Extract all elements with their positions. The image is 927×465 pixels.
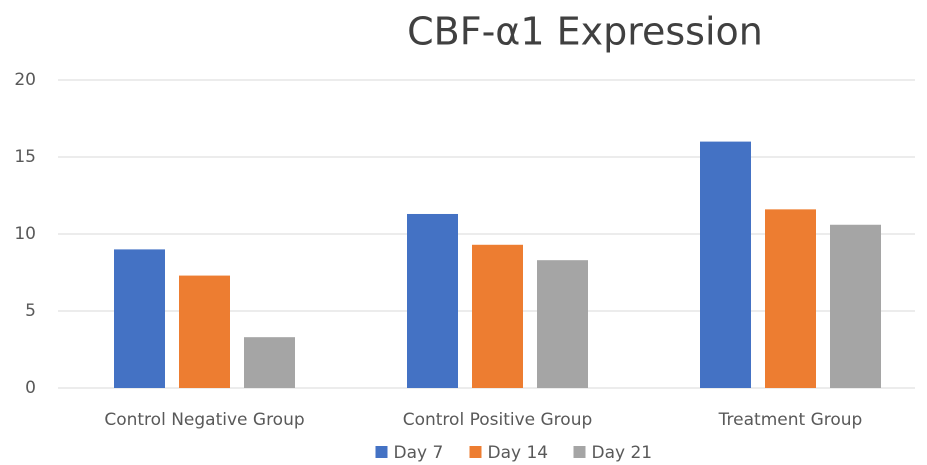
- x-tick-label: Treatment Group: [718, 410, 863, 430]
- legend-label: Day 21: [592, 443, 653, 463]
- legend-swatch: [375, 446, 388, 458]
- y-tick-label: 5: [25, 301, 36, 321]
- bar: [700, 141, 751, 388]
- bar: [179, 275, 230, 388]
- bar: [830, 224, 881, 388]
- legend-swatch: [469, 446, 482, 458]
- y-tick-label: 20: [14, 70, 36, 90]
- bar: [244, 337, 295, 388]
- y-tick-label: 10: [14, 224, 36, 244]
- bar: [114, 249, 165, 388]
- x-tick-label: Control Positive Group: [403, 410, 593, 430]
- bar: [765, 209, 816, 388]
- legend-label: Day 14: [488, 443, 549, 463]
- bar: [407, 213, 458, 388]
- y-tick-label: 15: [14, 147, 36, 167]
- bar: [472, 244, 523, 388]
- y-tick-label: 0: [25, 378, 36, 398]
- x-tick-label: Control Negative Group: [104, 410, 304, 430]
- bar: [537, 260, 588, 388]
- legend-swatch: [573, 446, 586, 458]
- chart-title: CBF-α1 Expression: [407, 10, 763, 54]
- legend-label: Day 7: [394, 443, 444, 463]
